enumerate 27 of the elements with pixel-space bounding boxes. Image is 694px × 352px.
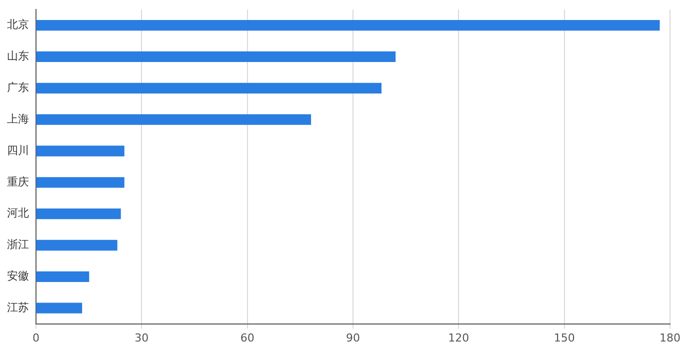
y-tick-label: 广东 bbox=[7, 81, 29, 94]
x-tick-label: 90 bbox=[346, 331, 360, 344]
bar bbox=[36, 114, 312, 125]
y-tick-label: 重庆 bbox=[7, 175, 29, 188]
bar bbox=[36, 177, 124, 188]
y-tick-label: 安徽 bbox=[7, 270, 29, 283]
y-tick-label: 北京 bbox=[7, 18, 29, 32]
x-tick-label: 0 bbox=[32, 331, 40, 344]
bar bbox=[36, 146, 124, 156]
y-tick-label: 浙江 bbox=[7, 238, 29, 252]
bar bbox=[36, 82, 382, 94]
bar bbox=[36, 240, 118, 251]
x-tick-label: 180 bbox=[660, 331, 680, 344]
bar bbox=[36, 302, 82, 314]
x-tick-label: 120 bbox=[448, 331, 470, 344]
y-tick-label: 上海 bbox=[7, 112, 29, 126]
bar bbox=[36, 51, 396, 62]
bar bbox=[36, 20, 660, 31]
x-tick-label: 30 bbox=[134, 331, 149, 344]
x-tick-label: 150 bbox=[554, 331, 575, 344]
x-tick-label: 60 bbox=[240, 331, 254, 344]
bar bbox=[36, 271, 90, 282]
y-tick-label: 山东 bbox=[7, 50, 29, 63]
bar bbox=[36, 208, 121, 220]
y-tick-label: 河北 bbox=[7, 206, 29, 220]
y-tick-label: 四川 bbox=[7, 144, 29, 157]
y-tick-label: 江苏 bbox=[7, 300, 29, 314]
